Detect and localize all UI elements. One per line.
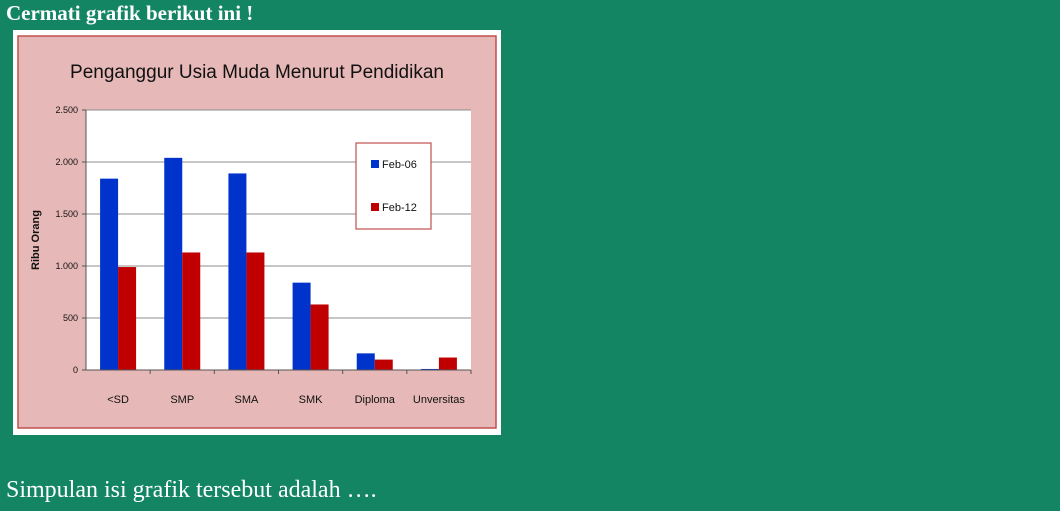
bar-feb06 bbox=[100, 178, 119, 370]
legend-swatch-feb06 bbox=[371, 160, 379, 168]
x-tick-label: SMK bbox=[299, 394, 324, 406]
x-tick-label: Unversitas bbox=[413, 394, 465, 406]
bar-feb12 bbox=[118, 267, 137, 370]
bar-chart: Penganggur Usia Muda Menurut Pendidikan … bbox=[17, 35, 497, 429]
x-tick-label: <SD bbox=[107, 394, 129, 406]
bar-feb12 bbox=[246, 252, 265, 370]
y-tick-label: 1.000 bbox=[55, 261, 78, 271]
bar-feb12 bbox=[438, 357, 457, 370]
bar-feb06 bbox=[356, 353, 375, 370]
bar-feb12 bbox=[310, 304, 329, 370]
bar-feb06 bbox=[228, 173, 247, 370]
legend-box bbox=[355, 142, 432, 230]
y-tick-label: 2.500 bbox=[55, 105, 78, 115]
bar-feb06 bbox=[164, 157, 183, 370]
legend-swatch-feb12 bbox=[371, 203, 379, 211]
legend-label-feb12: Feb-12 bbox=[382, 202, 417, 214]
chart-title: Penganggur Usia Muda Menurut Pendidikan bbox=[70, 62, 444, 83]
legend-label-feb06: Feb-06 bbox=[382, 159, 417, 171]
y-tick-label: 2.000 bbox=[55, 157, 78, 167]
x-tick-label: SMA bbox=[234, 394, 259, 406]
legend: Feb-06 Feb-12 bbox=[355, 142, 432, 230]
bar-feb12 bbox=[182, 252, 201, 370]
bar-feb06 bbox=[292, 282, 311, 370]
y-tick-label: 0 bbox=[73, 365, 78, 375]
bar-feb06 bbox=[420, 368, 439, 370]
question-text: Simpulan isi grafik tersebut adalah …. bbox=[6, 477, 377, 503]
x-tick-label: Diploma bbox=[355, 394, 396, 406]
chart-figure: Penganggur Usia Muda Menurut Pendidikan … bbox=[13, 30, 501, 435]
y-tick-label: 1.500 bbox=[55, 209, 78, 219]
y-tick-label: 500 bbox=[63, 313, 78, 323]
y-axis-label: Ribu Orang bbox=[30, 210, 42, 270]
x-tick-label: SMP bbox=[170, 394, 194, 406]
bar-feb12 bbox=[374, 359, 393, 370]
question-heading: Cermati grafik berikut ini ! bbox=[6, 1, 254, 25]
